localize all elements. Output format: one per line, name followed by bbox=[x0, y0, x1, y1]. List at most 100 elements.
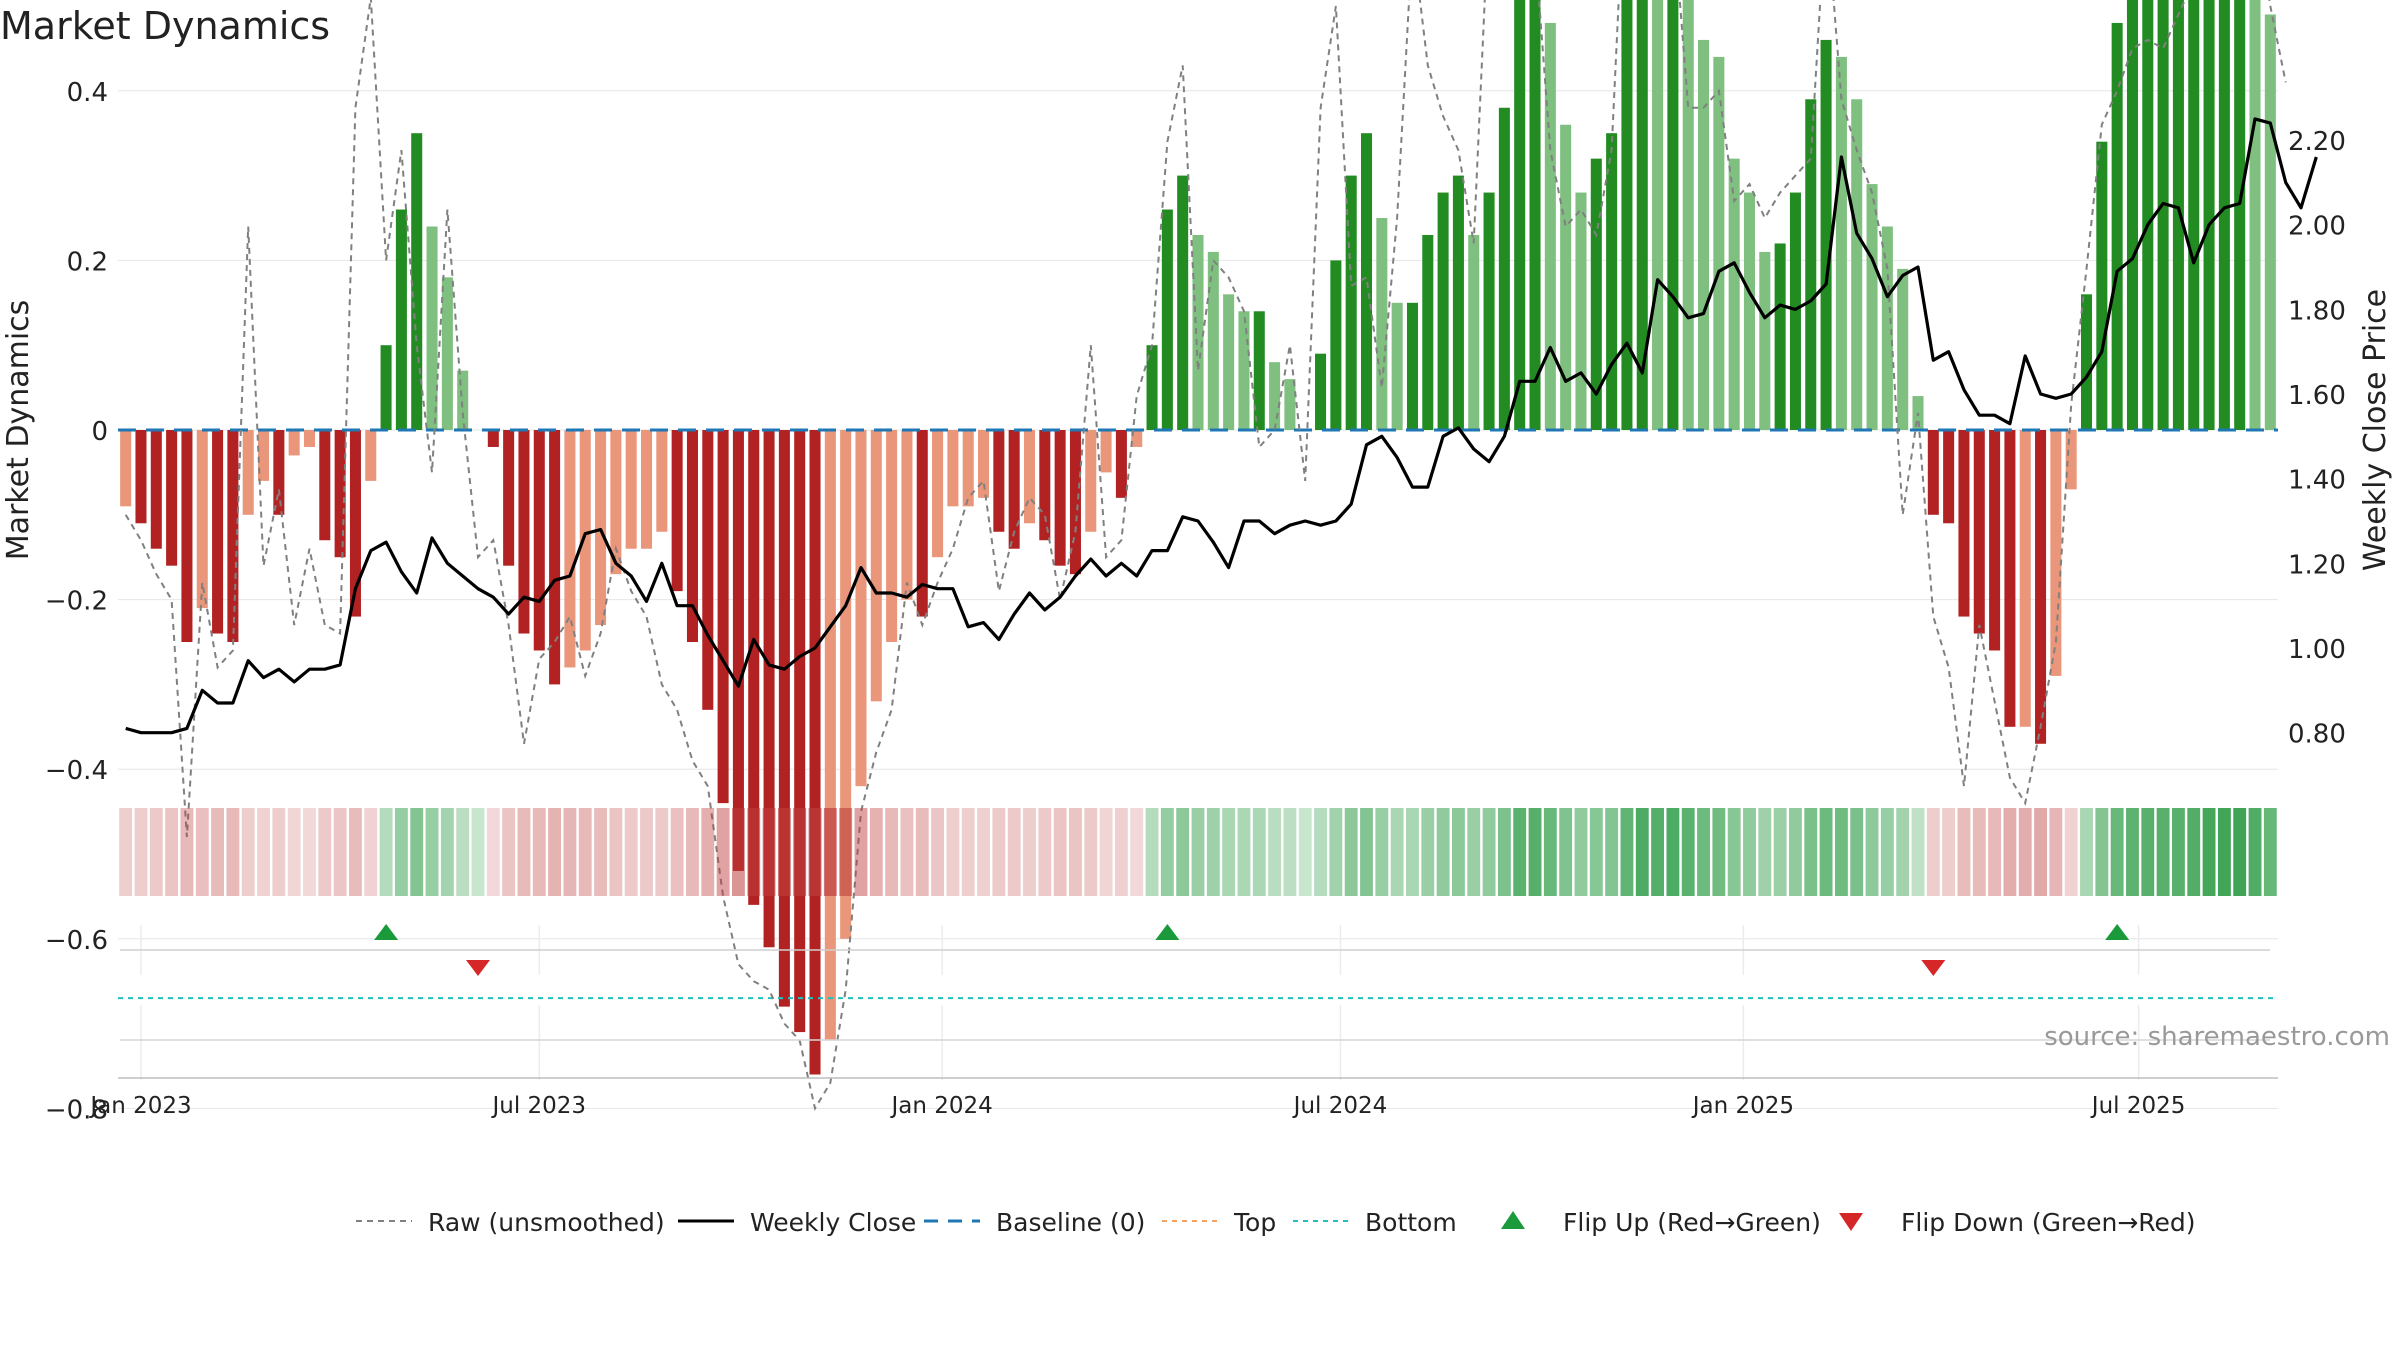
regime-cell bbox=[1390, 808, 1404, 896]
regime-cell bbox=[854, 808, 868, 896]
market-dynamics-bar bbox=[2188, 0, 2200, 431]
flip-up-marker bbox=[2105, 924, 2130, 940]
x-tick-label: Jul 2023 bbox=[490, 1093, 586, 1119]
regime-cell bbox=[2141, 808, 2155, 896]
market-dynamics-bar bbox=[1989, 430, 2001, 651]
regime-cell bbox=[1252, 808, 1266, 896]
market-dynamics-bar bbox=[1897, 268, 1909, 430]
regime-cell bbox=[1972, 808, 1986, 896]
legend-label: Bottom bbox=[1365, 1208, 1457, 1237]
market-dynamics-bar bbox=[763, 430, 775, 948]
market-dynamics-bar bbox=[518, 430, 530, 634]
regime-cell bbox=[1528, 808, 1542, 896]
y2-tick-label: 0.80 bbox=[2288, 720, 2346, 750]
regime-cell bbox=[670, 808, 684, 896]
regime-cell bbox=[885, 808, 899, 896]
regime-cell bbox=[2217, 808, 2231, 896]
regime-cell bbox=[747, 808, 761, 896]
market-dynamics-bar bbox=[1958, 430, 1970, 617]
regime-cell bbox=[869, 808, 883, 896]
regime-cell bbox=[1666, 808, 1680, 896]
market-dynamics-bar bbox=[1391, 302, 1403, 430]
regime-cell bbox=[563, 808, 577, 896]
regime-cell bbox=[1023, 808, 1036, 896]
axes: 0.80.60.40.20−0.2−0.4−0.6−0.82.202.001.8… bbox=[45, 78, 2346, 1126]
market-dynamics-bar bbox=[227, 430, 239, 642]
market-dynamics-bar bbox=[671, 430, 683, 592]
regime-cell bbox=[1298, 808, 1312, 896]
regime-cell bbox=[364, 808, 378, 896]
regime-cell bbox=[1727, 808, 1741, 896]
market-dynamics-bar bbox=[1315, 353, 1327, 430]
x-tick-label: Jan 2024 bbox=[890, 1093, 993, 1119]
market-dynamics-bar bbox=[1698, 39, 1710, 431]
regime-cell bbox=[808, 808, 822, 896]
market-dynamics-bar bbox=[1514, 0, 1526, 431]
market-dynamics-bar bbox=[1652, 0, 1664, 430]
market-dynamics-bar bbox=[1069, 430, 1081, 575]
market-dynamics-bar bbox=[411, 133, 423, 430]
market-dynamics-bar bbox=[1820, 39, 1832, 431]
market-dynamics-bar bbox=[947, 430, 959, 507]
regime-cell bbox=[931, 808, 945, 896]
regime-cell bbox=[839, 808, 853, 896]
market-dynamics-bar bbox=[349, 430, 361, 617]
market-dynamics-bar bbox=[1759, 251, 1771, 430]
market-dynamics-bar bbox=[870, 430, 882, 702]
regime-cell bbox=[1957, 808, 1971, 896]
market-dynamics-bar bbox=[2126, 0, 2138, 431]
legend-label: Top bbox=[1233, 1208, 1276, 1237]
market-dynamics-bar bbox=[794, 430, 806, 1033]
market-dynamics-bar bbox=[2065, 430, 2077, 490]
market-dynamics-bar bbox=[1544, 22, 1556, 431]
regime-cell bbox=[946, 808, 960, 896]
regime-cell bbox=[1467, 808, 1481, 896]
market-dynamics-bar bbox=[380, 345, 392, 430]
regime-cell bbox=[1069, 808, 1082, 896]
regime-cell bbox=[961, 808, 975, 896]
legend-swatch bbox=[1501, 1211, 1525, 1229]
regime-cell bbox=[349, 808, 362, 896]
market-dynamics-bar bbox=[1223, 294, 1235, 430]
y-tick-label: 0 bbox=[91, 417, 108, 447]
legend-swatch bbox=[1839, 1213, 1863, 1231]
y2-tick-label: 2.00 bbox=[2288, 212, 2346, 242]
y2-tick-label: 1.80 bbox=[2288, 296, 2346, 326]
regime-cell bbox=[1620, 808, 1634, 896]
market-dynamics-bar bbox=[503, 430, 515, 566]
market-dynamics-bar bbox=[426, 226, 438, 430]
market-dynamics-bar bbox=[1851, 99, 1863, 430]
regime-cell bbox=[1160, 808, 1174, 896]
market-dynamics-bar bbox=[1131, 430, 1143, 447]
market-dynamics-bar bbox=[1039, 430, 1051, 541]
market-dynamics-bar bbox=[1835, 56, 1847, 430]
market-dynamics-bar bbox=[1728, 158, 1740, 430]
market-dynamics-bar bbox=[166, 430, 178, 566]
market-dynamics-bar bbox=[916, 430, 928, 617]
regime-cell bbox=[1375, 808, 1389, 896]
regime-cell bbox=[1773, 808, 1787, 896]
market-dynamics-bar bbox=[1269, 362, 1281, 430]
market-dynamics-bar bbox=[1866, 184, 1878, 430]
regime-cell bbox=[1605, 808, 1619, 896]
market-dynamics-bar bbox=[1054, 430, 1066, 566]
market-dynamics-bar bbox=[1529, 0, 1541, 430]
regime-cell bbox=[777, 808, 791, 896]
y2-tick-label: 1.60 bbox=[2288, 381, 2346, 411]
regime-cell bbox=[701, 808, 715, 896]
regime-cell bbox=[1176, 808, 1190, 896]
market-dynamics-bar bbox=[564, 430, 576, 668]
market-dynamics-bar bbox=[625, 430, 637, 549]
market-dynamics-bar bbox=[1360, 133, 1373, 430]
regime-cell bbox=[1130, 808, 1144, 896]
market-dynamics-bar bbox=[855, 430, 867, 787]
market-dynamics-bar bbox=[549, 430, 561, 685]
y-tick-label: −0.6 bbox=[45, 926, 108, 956]
regime-cell bbox=[1314, 808, 1327, 896]
market-dynamics-bar bbox=[1376, 218, 1388, 430]
regime-cell bbox=[1789, 808, 1802, 896]
market-dynamics-bar bbox=[686, 430, 698, 642]
regime-cell bbox=[287, 808, 301, 896]
market-dynamics-bar bbox=[1115, 430, 1127, 498]
